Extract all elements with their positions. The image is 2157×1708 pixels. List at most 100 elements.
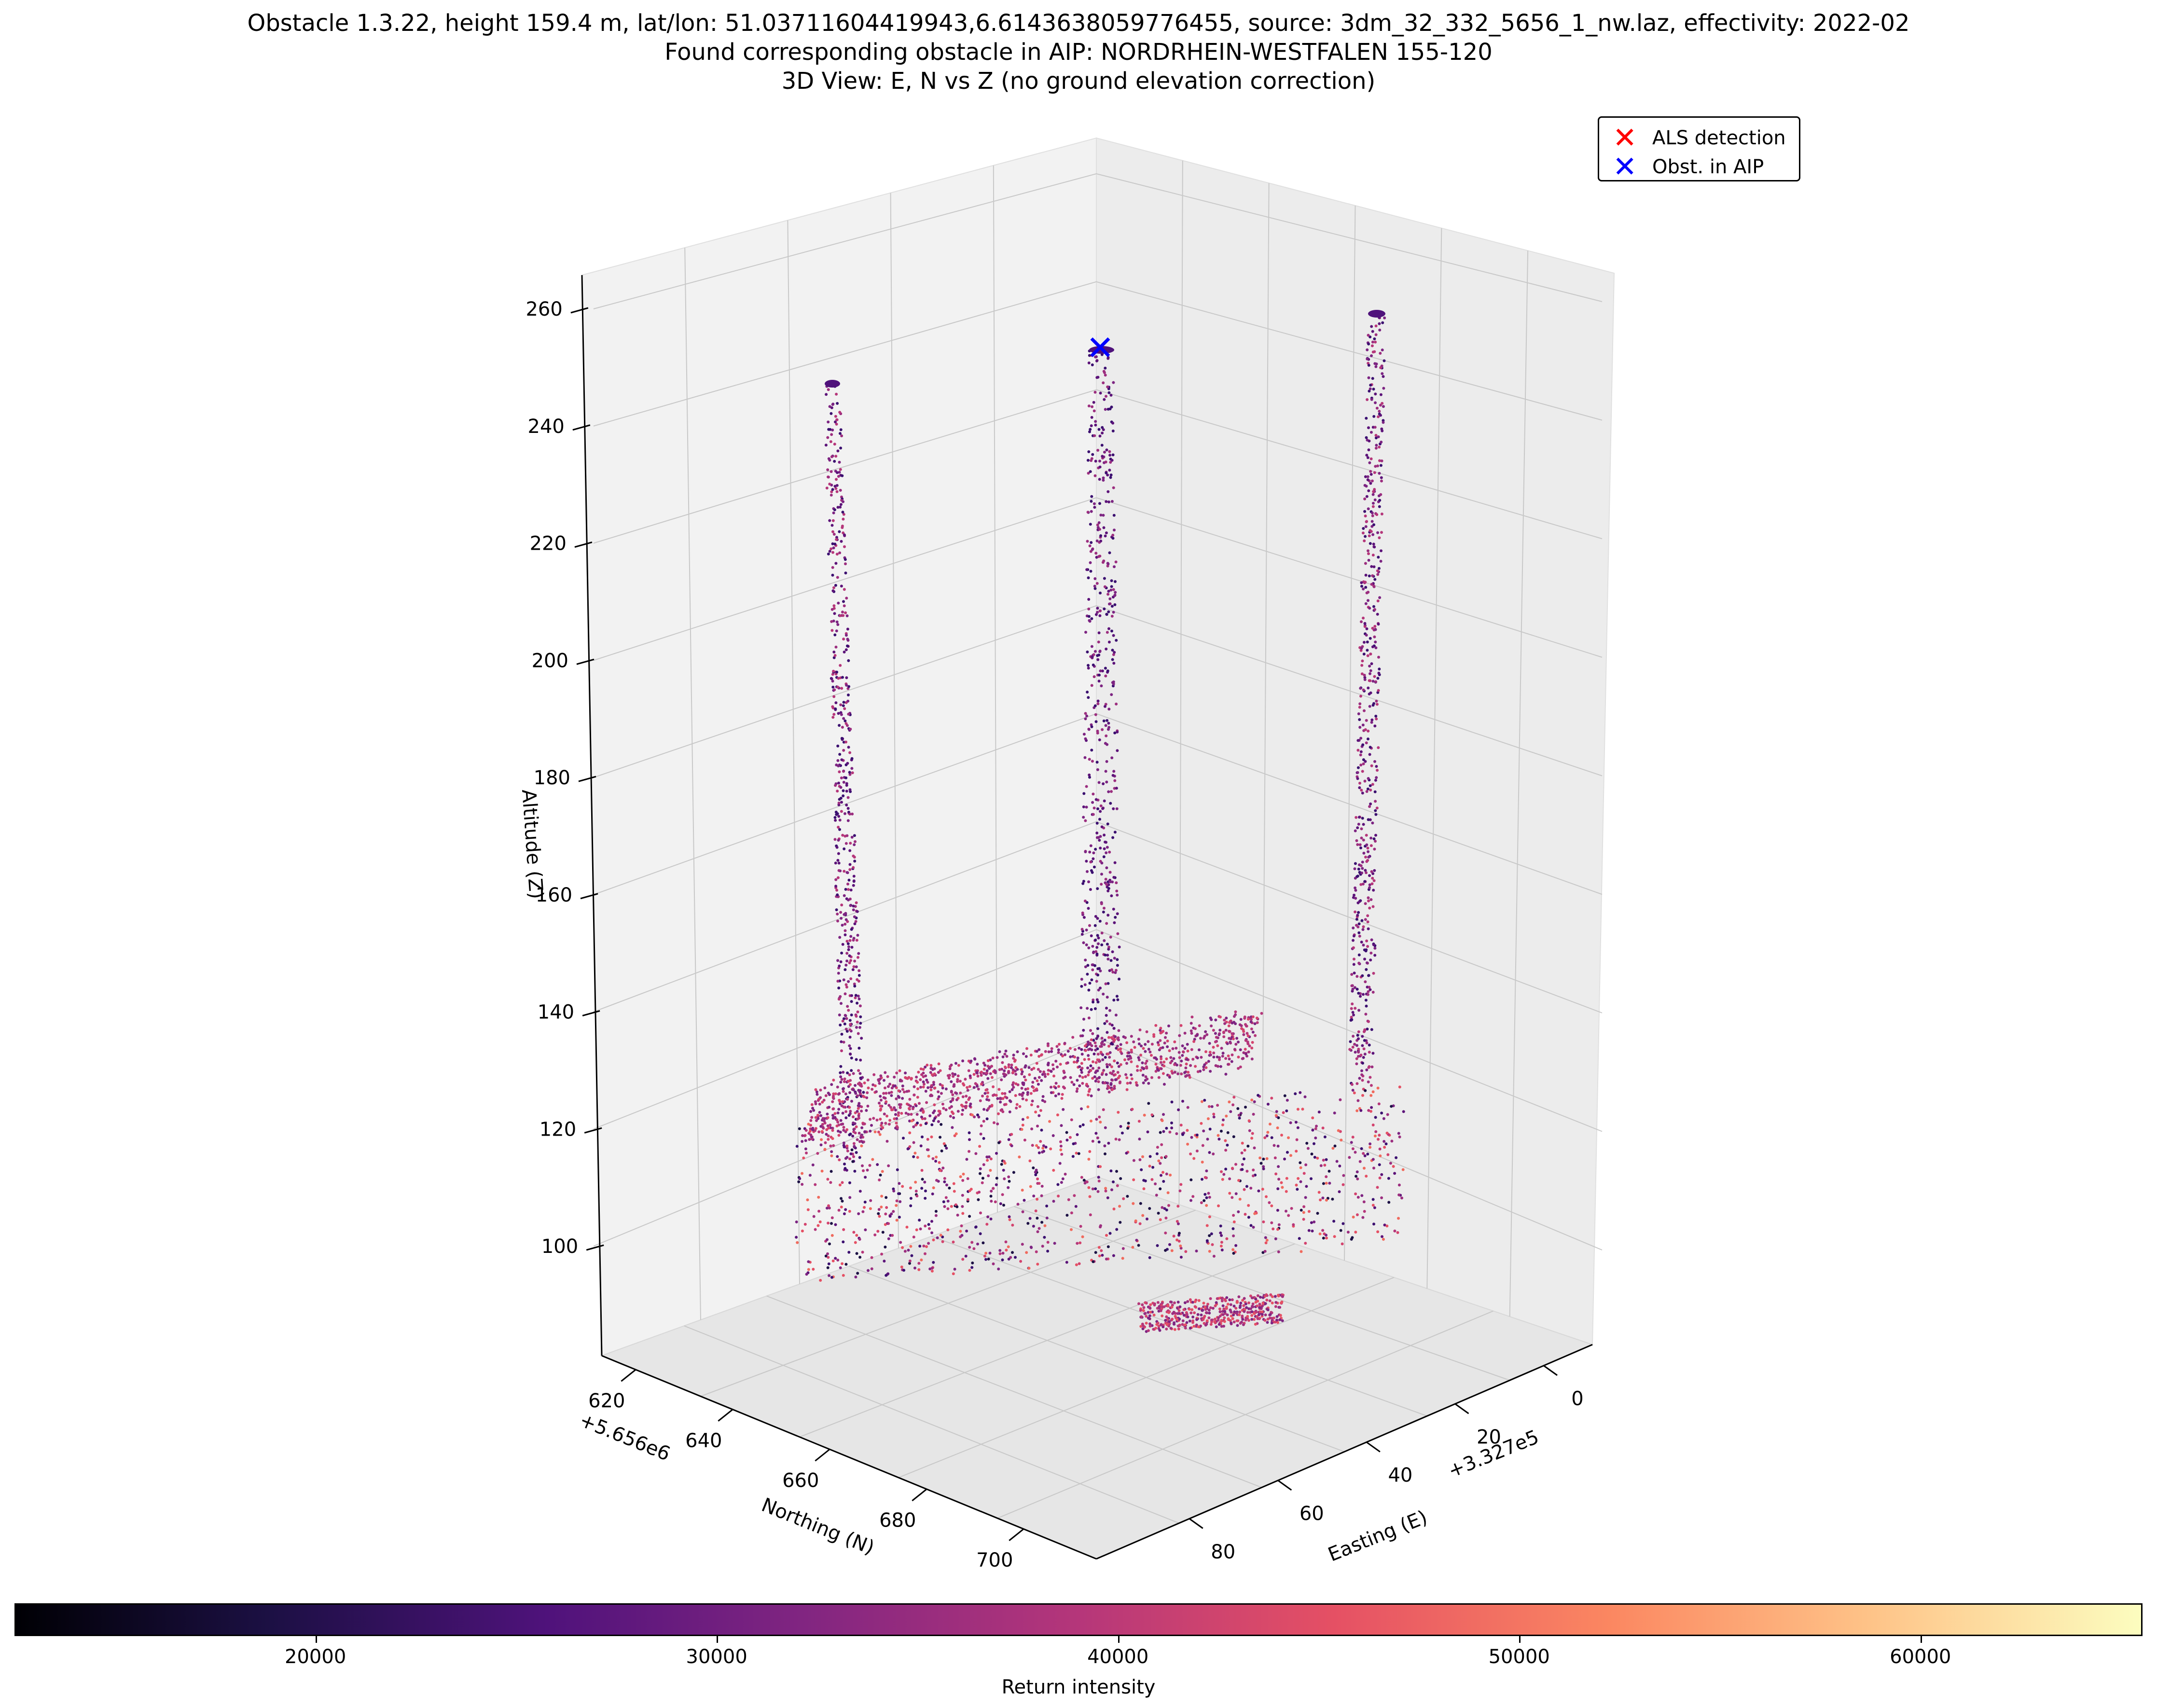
- point: [837, 986, 841, 990]
- point: [1097, 653, 1101, 657]
- point: [1114, 591, 1117, 594]
- point: [1143, 1113, 1146, 1117]
- point: [849, 842, 852, 845]
- point: [925, 1078, 928, 1082]
- point: [1220, 1047, 1223, 1050]
- point: [1232, 1313, 1235, 1317]
- point: [1364, 1013, 1368, 1016]
- structure-top: [825, 380, 840, 388]
- point: [1240, 1024, 1243, 1028]
- point: [1042, 1070, 1046, 1073]
- point: [1242, 1028, 1245, 1031]
- point: [876, 1163, 879, 1166]
- point: [1285, 1109, 1288, 1112]
- point: [834, 1223, 837, 1226]
- point: [1110, 605, 1114, 608]
- point: [1368, 1051, 1371, 1054]
- point: [1353, 986, 1356, 989]
- point: [1160, 1323, 1163, 1326]
- point: [838, 753, 842, 756]
- point: [1362, 653, 1366, 656]
- point: [1102, 1108, 1105, 1111]
- point: [839, 1071, 842, 1074]
- point: [833, 443, 836, 446]
- point: [1305, 1185, 1308, 1188]
- point: [1220, 1299, 1224, 1303]
- point: [1113, 1038, 1116, 1041]
- point: [1142, 1187, 1146, 1191]
- point: [1098, 738, 1101, 741]
- point: [1366, 398, 1369, 401]
- point: [850, 1148, 854, 1152]
- point: [1077, 1152, 1080, 1155]
- point: [1385, 1131, 1389, 1135]
- point: [847, 888, 850, 891]
- point: [1173, 1063, 1176, 1066]
- point: [810, 1116, 814, 1119]
- point: [1382, 421, 1385, 424]
- point: [1298, 1237, 1301, 1240]
- point: [1108, 1022, 1112, 1026]
- point: [835, 392, 838, 396]
- point: [918, 1102, 921, 1105]
- point: [1001, 1193, 1004, 1196]
- point: [1091, 363, 1094, 366]
- point: [797, 1180, 801, 1183]
- point: [1114, 1078, 1117, 1082]
- point: [1350, 1141, 1353, 1144]
- point: [972, 1247, 976, 1250]
- point: [878, 1082, 881, 1085]
- point: [849, 727, 852, 731]
- point: [1144, 1062, 1148, 1065]
- point: [1221, 1304, 1225, 1307]
- point: [1325, 1198, 1328, 1202]
- point: [1366, 993, 1369, 996]
- point: [939, 1136, 942, 1139]
- point: [979, 1132, 982, 1136]
- point: [948, 1186, 951, 1190]
- point: [829, 440, 832, 444]
- point: [1076, 1056, 1079, 1060]
- point: [1179, 1247, 1183, 1250]
- point: [919, 1227, 922, 1231]
- point: [1314, 1136, 1317, 1139]
- point: [835, 908, 838, 912]
- point: [1365, 417, 1368, 420]
- point: [843, 933, 847, 936]
- point: [1057, 1085, 1060, 1088]
- point: [848, 788, 852, 792]
- point: [1365, 454, 1369, 457]
- point: [1376, 769, 1379, 772]
- point: [1304, 1163, 1308, 1166]
- point: [1113, 1059, 1116, 1063]
- point: [1227, 1024, 1231, 1028]
- point: [1369, 1146, 1372, 1149]
- point: [846, 882, 849, 886]
- point: [914, 1190, 918, 1193]
- point: [986, 1215, 990, 1219]
- point: [823, 1119, 826, 1123]
- point: [863, 1081, 866, 1084]
- point: [834, 701, 838, 705]
- point: [995, 1152, 998, 1155]
- point: [980, 1124, 983, 1127]
- point: [1090, 424, 1093, 428]
- point: [1106, 1052, 1110, 1055]
- point: [1102, 1069, 1106, 1072]
- point: [811, 1107, 815, 1110]
- point: [845, 1144, 849, 1148]
- point: [1277, 1294, 1280, 1298]
- point: [1365, 968, 1368, 971]
- point: [849, 1152, 853, 1155]
- point: [1328, 1181, 1331, 1185]
- point: [1376, 1086, 1380, 1090]
- point: [1380, 427, 1383, 430]
- point: [853, 985, 857, 988]
- point: [1249, 1307, 1253, 1310]
- point: [1251, 1041, 1254, 1044]
- point: [1171, 1318, 1174, 1321]
- point: [883, 1079, 885, 1082]
- point: [1208, 1250, 1211, 1253]
- point: [1239, 1304, 1242, 1307]
- point: [1145, 1067, 1148, 1070]
